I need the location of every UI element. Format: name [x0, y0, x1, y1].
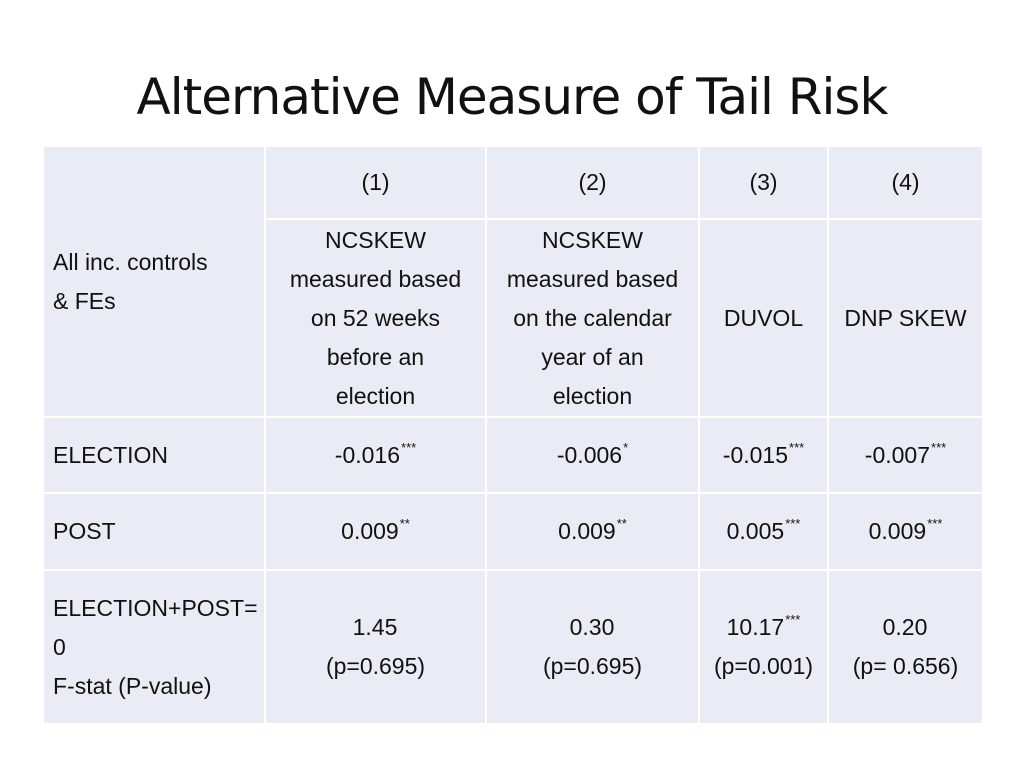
- description-line: on the calendar: [513, 304, 672, 331]
- f-stat-line: 10.17***: [706, 608, 821, 647]
- p-value: (p=0.695): [542, 653, 643, 679]
- table-row-election: ELECTION -0.016*** -0.006* -0.015*** -0.…: [42, 416, 984, 494]
- f-stat-value: 0.30: [569, 614, 615, 640]
- table-row-f-test: ELECTION+POST= 0 F-stat (P-value) 1.45 (…: [42, 569, 984, 725]
- column-number-4: (4): [827, 145, 984, 220]
- f-stat-cell: 0.30 (p=0.695): [485, 569, 700, 725]
- significance-stars: **: [399, 516, 410, 531]
- significance-stars: ***: [785, 612, 801, 627]
- column-description-3: DUVOL: [698, 218, 829, 418]
- row-label-post: POST: [42, 492, 266, 571]
- coefficient-value: -0.006: [556, 441, 623, 468]
- column-number-2: (2): [485, 145, 700, 220]
- description-line: NCSKEW: [542, 226, 643, 253]
- p-value: (p= 0.656): [852, 653, 959, 679]
- corner-label-line: & FEs: [53, 287, 116, 314]
- coefficient-value: -0.016: [334, 441, 401, 468]
- p-value: (p=0.001): [713, 653, 814, 679]
- f-stat-cell: 1.45 (p=0.695): [264, 569, 487, 725]
- significance-stars: ***: [789, 439, 805, 455]
- significance-stars: **: [616, 516, 627, 531]
- coefficient-cell: 0.009**: [485, 492, 700, 571]
- coefficient-cell: 0.005***: [698, 492, 829, 571]
- description-line: DNP SKEW: [844, 304, 967, 331]
- f-stat-value: 1.45: [352, 614, 398, 640]
- significance-stars: *: [623, 439, 629, 455]
- coefficient-value: 0.009: [868, 518, 927, 544]
- column-description-2: NCSKEW measured based on the calendar ye…: [485, 218, 700, 418]
- row-label-line: ELECTION+POST=: [53, 594, 258, 621]
- description-line: DUVOL: [723, 304, 804, 331]
- coefficient-cell: -0.016***: [264, 416, 487, 494]
- f-stat-line: 0.30: [493, 608, 692, 647]
- column-number-3: (3): [698, 145, 829, 220]
- corner-label-line: All inc. controls: [53, 248, 208, 275]
- f-stat-cell: 10.17*** (p=0.001): [698, 569, 829, 725]
- description-line: measured based: [289, 265, 462, 292]
- significance-stars: ***: [785, 516, 801, 531]
- coefficient-value: 0.005: [726, 518, 785, 544]
- f-stat-cell: 0.20 (p= 0.656): [827, 569, 984, 725]
- significance-stars: ***: [401, 439, 417, 455]
- row-label-f-test: ELECTION+POST= 0 F-stat (P-value): [42, 569, 266, 725]
- table-corner-cell: All inc. controls & FEs: [42, 145, 266, 418]
- coefficient-value: 0.009: [341, 518, 399, 544]
- coefficient-cell: 0.009**: [264, 492, 487, 571]
- row-label-line: F-stat (P-value): [53, 672, 212, 699]
- description-line: on 52 weeks: [310, 304, 441, 331]
- description-line: measured based: [506, 265, 679, 292]
- f-stat-value: 0.20: [882, 614, 928, 640]
- row-label-line: 0: [53, 633, 66, 660]
- f-stat-line: 0.20: [835, 608, 976, 647]
- column-description-1: NCSKEW measured based on 52 weeks before…: [264, 218, 487, 418]
- regression-results-table: All inc. controls & FEs (1) (2) (3) (4) …: [42, 145, 984, 725]
- description-line: year of an: [541, 343, 644, 370]
- description-line: NCSKEW: [325, 226, 426, 253]
- coefficient-cell: 0.009***: [827, 492, 984, 571]
- significance-stars: ***: [931, 439, 947, 455]
- table-row-post: POST 0.009** 0.009** 0.005*** 0.009***: [42, 492, 984, 571]
- description-line: election: [335, 382, 416, 409]
- description-line: before an: [326, 343, 425, 370]
- column-description-4: DNP SKEW: [827, 218, 984, 418]
- row-label-election: ELECTION: [42, 416, 266, 494]
- column-number-1: (1): [264, 145, 487, 220]
- coefficient-value: 0.009: [558, 518, 616, 544]
- description-line: election: [552, 382, 633, 409]
- coefficient-cell: -0.006*: [485, 416, 700, 494]
- slide-title: Alternative Measure of Tail Risk: [136, 68, 889, 126]
- coefficient-cell: -0.007***: [827, 416, 984, 494]
- f-stat-value: 10.17: [726, 614, 785, 640]
- table-header-row-descriptions: NCSKEW measured based on 52 weeks before…: [43, 218, 984, 418]
- coefficient-value: -0.015: [722, 441, 789, 468]
- significance-stars: ***: [927, 516, 943, 531]
- f-stat-line: 1.45: [272, 608, 479, 647]
- coefficient-value: -0.007: [864, 441, 931, 468]
- table-header-row-numbers: All inc. controls & FEs (1) (2) (3) (4): [42, 145, 984, 418]
- coefficient-cell: -0.015***: [698, 416, 829, 494]
- p-value: (p=0.695): [325, 653, 426, 679]
